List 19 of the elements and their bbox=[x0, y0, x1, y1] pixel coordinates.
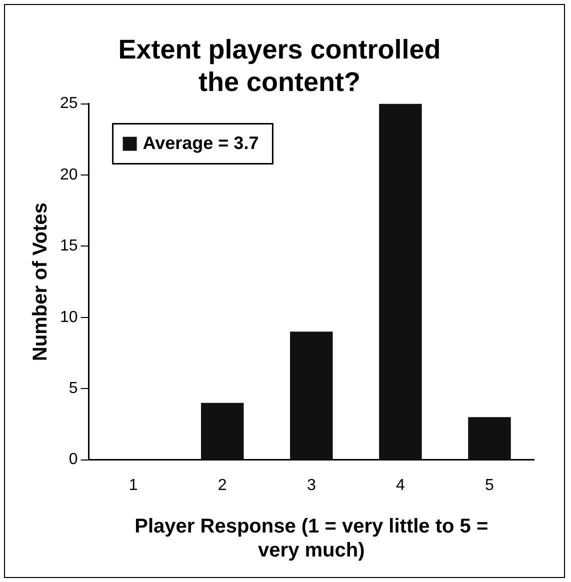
y-tick-label: 15 bbox=[60, 238, 78, 255]
y-tick-label: 20 bbox=[60, 166, 78, 184]
y-tick-label: 0 bbox=[68, 451, 78, 468]
y-tick-label: 25 bbox=[60, 95, 78, 112]
x-axis-title: Player Response (1 = very little to 5 = very much) bbox=[134, 516, 488, 562]
x-tick-label: 3 bbox=[306, 476, 316, 494]
x-tick-label: 1 bbox=[128, 476, 138, 494]
bar bbox=[379, 104, 422, 460]
x-tick-label: 5 bbox=[485, 476, 494, 494]
y-axis-title: Number of Votes bbox=[30, 202, 52, 362]
bar bbox=[468, 417, 511, 460]
y-tick-label: 5 bbox=[68, 380, 78, 398]
legend-label: Average = 3.7 bbox=[142, 132, 259, 153]
y-tick-label: 10 bbox=[60, 308, 78, 326]
bar bbox=[290, 332, 333, 460]
bar bbox=[200, 402, 244, 460]
x-tick-label: 4 bbox=[396, 476, 405, 494]
chart-title: Extent players controlled the content? bbox=[118, 34, 441, 98]
x-tick-label: 2 bbox=[218, 476, 227, 494]
